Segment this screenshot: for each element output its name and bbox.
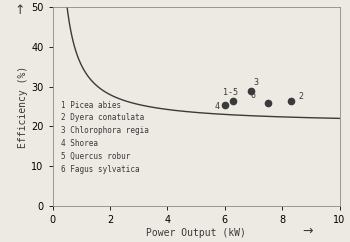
Text: 3: 3 [254,78,259,87]
Text: 6: 6 [251,91,256,100]
Text: ↑: ↑ [14,4,24,17]
Y-axis label: Efficiency (%): Efficiency (%) [18,65,28,148]
Text: →: → [303,225,313,238]
Text: 2: 2 [298,91,303,100]
Text: 4: 4 [215,102,220,111]
Text: 1 Picea abies
2 Dyera conatulata
3 Chlorophora regia
4 Shorea
5 Quercus robur
6 : 1 Picea abies 2 Dyera conatulata 3 Chlor… [61,100,149,174]
Text: 1-5: 1-5 [223,88,238,97]
X-axis label: Power Output (kW): Power Output (kW) [146,227,246,237]
